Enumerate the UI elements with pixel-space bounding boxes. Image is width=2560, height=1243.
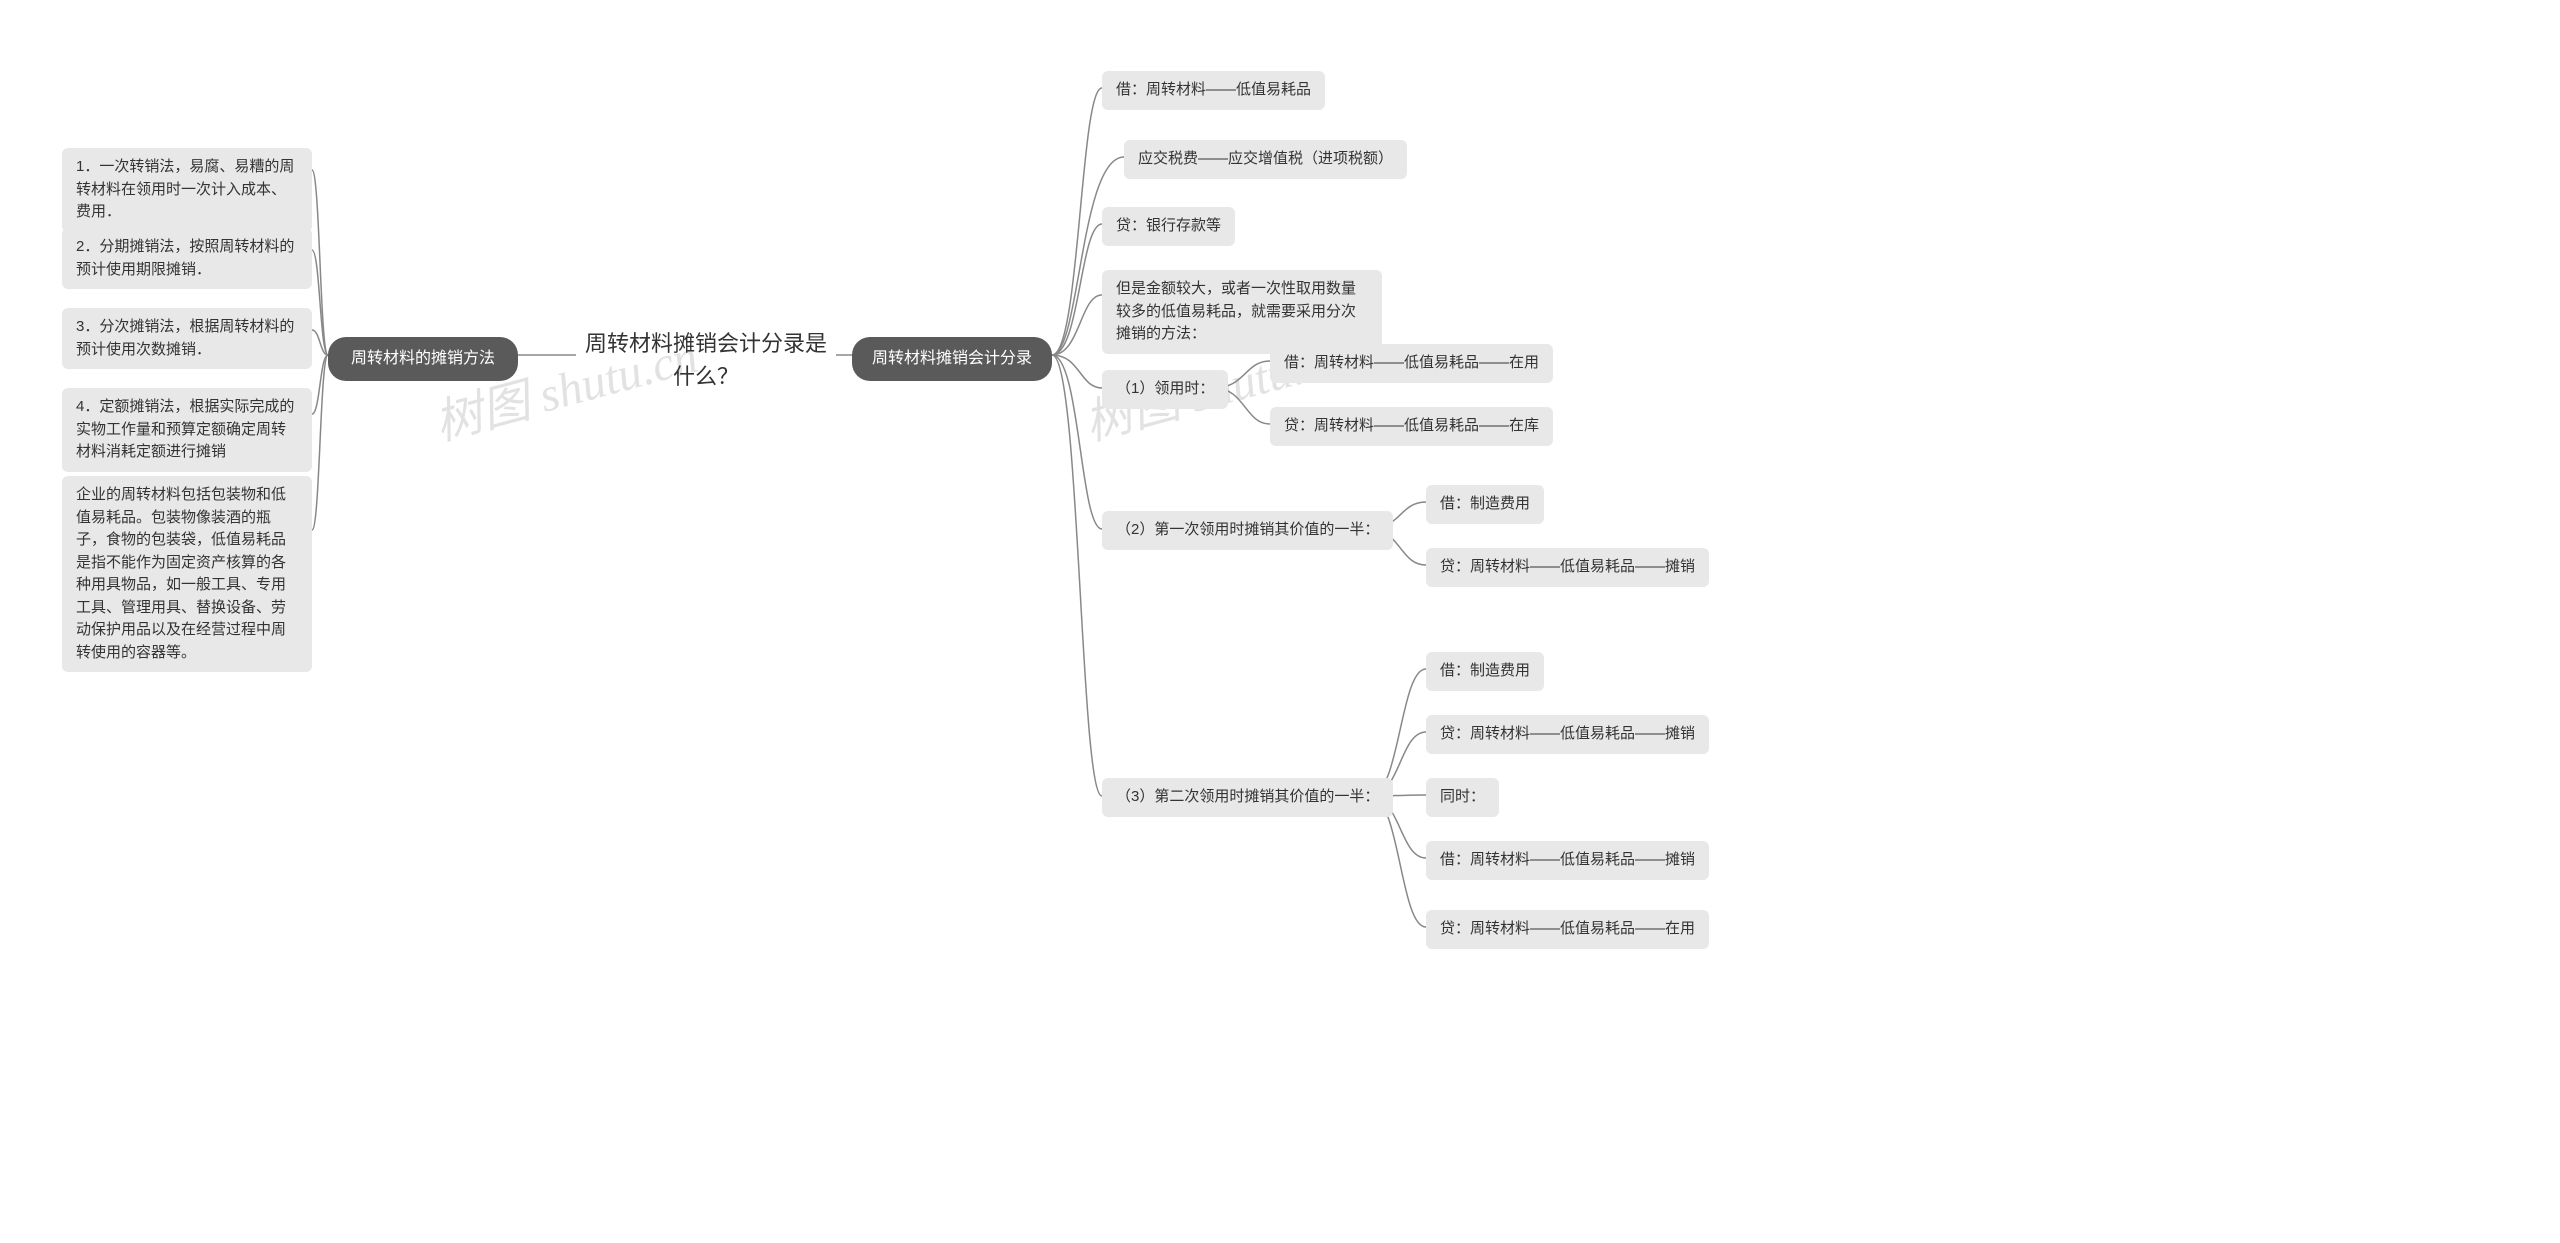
left-leaf-1: 1．一次转销法，易腐、易糟的周转材料在领用时一次计入成本、费用． bbox=[62, 148, 312, 232]
right-leaf-7e: 贷：周转材料——低值易耗品——在用 bbox=[1426, 910, 1709, 949]
left-leaf-4: 4．定额摊销法，根据实际完成的实物工作量和预算定额确定周转材料消耗定额进行摊销 bbox=[62, 388, 312, 472]
right-leaf-6b: 贷：周转材料——低值易耗品——摊销 bbox=[1426, 548, 1709, 587]
right-leaf-5a: 借：周转材料——低值易耗品——在用 bbox=[1270, 344, 1553, 383]
left-branch: 周转材料的摊销方法 bbox=[328, 337, 518, 381]
right-leaf-7b: 贷：周转材料——低值易耗品——摊销 bbox=[1426, 715, 1709, 754]
right-leaf-6: （2）第一次领用时摊销其价值的一半： bbox=[1102, 511, 1393, 550]
right-leaf-2: 应交税费——应交增值税（进项税额） bbox=[1124, 140, 1407, 179]
right-leaf-5b: 贷：周转材料——低值易耗品——在库 bbox=[1270, 407, 1553, 446]
left-leaf-2: 2．分期摊销法，按照周转材料的预计使用期限摊销． bbox=[62, 228, 312, 289]
right-leaf-7: （3）第二次领用时摊销其价值的一半： bbox=[1102, 778, 1393, 817]
root-label-line1: 周转材料摊销会计分录是 bbox=[576, 327, 836, 360]
right-leaf-7d: 借：周转材料——低值易耗品——摊销 bbox=[1426, 841, 1709, 880]
root-node: 周转材料摊销会计分录是 什么？ bbox=[576, 327, 836, 393]
root-label-line2: 什么？ bbox=[576, 360, 836, 393]
right-leaf-4: 但是金额较大，或者一次性取用数量较多的低值易耗品，就需要采用分次摊销的方法： bbox=[1102, 270, 1382, 354]
left-leaf-3: 3．分次摊销法，根据周转材料的预计使用次数摊销． bbox=[62, 308, 312, 369]
right-leaf-1: 借：周转材料——低值易耗品 bbox=[1102, 71, 1325, 110]
right-leaf-7c: 同时： bbox=[1426, 778, 1499, 817]
right-leaf-6a: 借：制造费用 bbox=[1426, 485, 1544, 524]
right-leaf-5: （1）领用时： bbox=[1102, 370, 1228, 409]
left-leaf-5: 企业的周转材料包括包装物和低值易耗品。包装物像装酒的瓶子，食物的包装袋，低值易耗… bbox=[62, 476, 312, 672]
right-branch: 周转材料摊销会计分录 bbox=[852, 337, 1052, 381]
connector-layer bbox=[0, 0, 2560, 1243]
right-leaf-3: 贷：银行存款等 bbox=[1102, 207, 1235, 246]
right-leaf-7a: 借：制造费用 bbox=[1426, 652, 1544, 691]
